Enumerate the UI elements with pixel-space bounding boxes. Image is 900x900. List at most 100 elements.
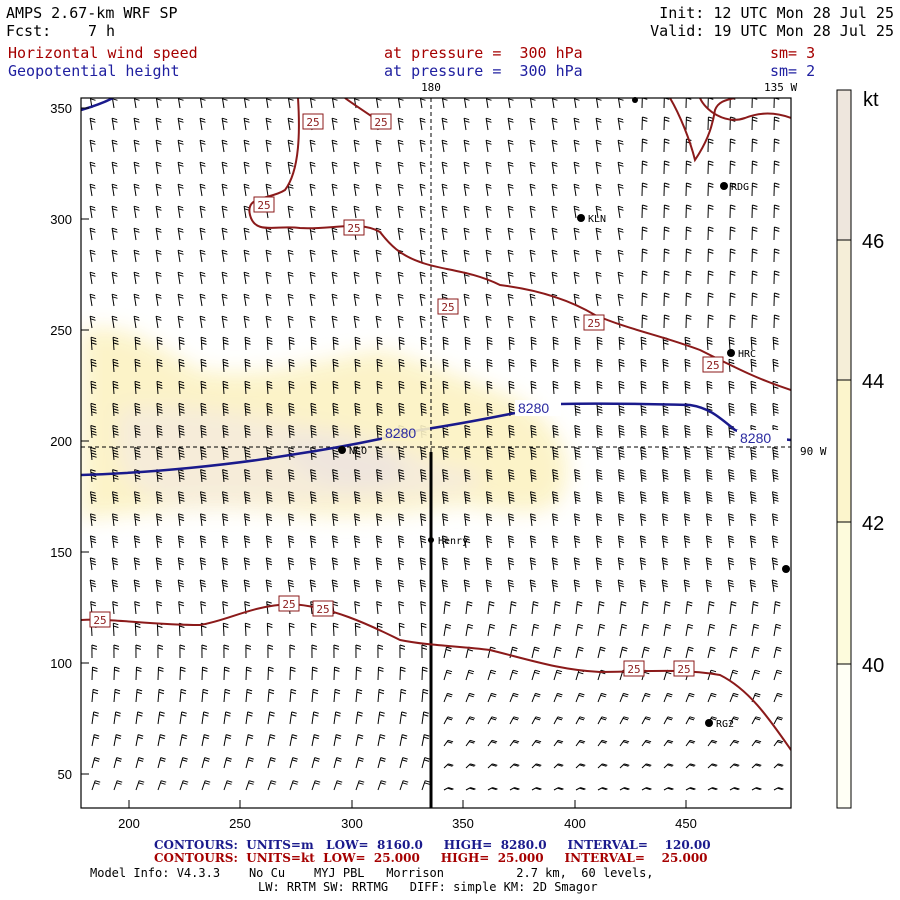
wind-barb-feather <box>441 139 448 143</box>
wind-barb-feather <box>485 315 492 319</box>
wind-barb <box>485 557 489 571</box>
wind-barb-feather <box>442 516 448 519</box>
wind-barb-feather <box>266 402 273 406</box>
wind-barb <box>596 469 599 483</box>
wind-barb-feather <box>244 120 250 123</box>
wind-barb-feather <box>729 496 735 500</box>
wind-barb-feather <box>597 383 603 387</box>
wind-barb-feather <box>421 474 427 478</box>
wind-barb-feather <box>376 208 382 211</box>
wind-barb-feather <box>443 496 449 500</box>
wind-barb-feather <box>776 669 783 673</box>
wind-barb <box>112 469 115 483</box>
wind-barb-feather <box>469 741 475 744</box>
wind-barb-feather <box>332 164 338 167</box>
wind-barb-feather <box>776 671 782 675</box>
wind-barb <box>200 337 203 351</box>
wind-barb-feather <box>90 518 97 522</box>
wind-barb-feather <box>266 98 272 101</box>
wind-barb-feather <box>178 579 184 582</box>
wind-barb-feather <box>288 518 295 522</box>
wind-barb-feather <box>420 562 427 566</box>
wind-barb-feather <box>751 408 757 411</box>
wind-barb-feather <box>398 535 404 538</box>
wind-barb <box>728 403 731 417</box>
wind-barb-feather <box>618 535 624 538</box>
wind-barb-feather <box>313 714 319 717</box>
wind-barb-feather <box>645 739 652 743</box>
wind-barb-feather <box>708 248 714 251</box>
wind-barb-feather <box>709 623 716 627</box>
wind-barb-feather <box>772 491 778 494</box>
wind-barb-feather <box>552 142 558 145</box>
wind-barb-feather <box>156 120 162 123</box>
wind-barb-feather <box>355 477 361 480</box>
wind-barb-feather <box>513 741 519 744</box>
wind-barb-feather <box>706 560 712 563</box>
wind-barb-feather <box>91 647 98 650</box>
wind-barb-feather <box>334 688 341 692</box>
wind-barb-feather <box>664 141 670 144</box>
wind-barb-feather <box>200 518 207 522</box>
wind-barb-feather <box>508 425 514 428</box>
wind-barb-feather <box>421 339 427 342</box>
wind-barb-feather <box>200 208 206 211</box>
wind-barb-feather <box>200 493 207 497</box>
wind-barb <box>353 557 357 571</box>
wind-barb-feather <box>200 491 206 494</box>
wind-barb-feather <box>708 141 714 144</box>
wind-barb <box>353 316 357 329</box>
wind-barb-feather <box>265 161 272 165</box>
wind-barb <box>288 469 291 483</box>
wind-barb <box>465 670 470 681</box>
wind-barb-feather <box>357 714 363 717</box>
wind-barb <box>398 403 401 417</box>
wind-barb <box>134 447 137 461</box>
wind-barb-feather <box>309 293 316 297</box>
wind-barb-feather <box>419 183 426 187</box>
wind-barb <box>245 667 247 681</box>
wind-barb <box>773 740 779 747</box>
y-tick-label: 350 <box>50 101 72 116</box>
wind-barb-feather <box>203 714 209 717</box>
wind-barb-feather <box>442 535 448 538</box>
wind-barb-feather <box>575 499 581 502</box>
wind-barb-feather <box>203 759 210 762</box>
wind-barb-feather <box>311 433 317 436</box>
wind-barb-feather <box>464 584 471 588</box>
wind-barb-feather <box>267 625 273 628</box>
wind-barb-feather <box>90 98 96 101</box>
wind-barb <box>530 447 533 461</box>
wind-barb-feather <box>355 383 361 387</box>
wind-barb-feather <box>112 516 118 519</box>
wind-barb-feather <box>332 208 338 211</box>
wind-barb-feather <box>181 714 187 717</box>
wind-barb-feather <box>289 411 295 414</box>
wind-barb-feather <box>486 425 492 428</box>
wind-barb <box>684 381 687 395</box>
wind-barb <box>244 491 247 505</box>
wind-barb <box>223 689 226 703</box>
wind-barb-feather <box>507 205 514 209</box>
wind-barb <box>177 184 181 197</box>
wind-barb-feather <box>332 98 338 101</box>
wind-barb-feather <box>222 164 228 167</box>
wind-barb <box>155 316 159 329</box>
wind-barb-feather <box>464 560 470 563</box>
wind-barb-feather <box>244 318 250 321</box>
wind-barb <box>531 740 537 747</box>
wind-barb-feather <box>420 540 427 544</box>
wind-barb <box>267 734 271 747</box>
wind-barb <box>419 557 423 571</box>
wind-barb-feather <box>135 383 141 387</box>
wind-barb-feather <box>536 787 542 790</box>
wind-barb-feather <box>597 342 603 345</box>
wind-barb-feather <box>376 402 383 406</box>
wind-barb-feather <box>777 741 783 744</box>
wind-barb-feather <box>420 296 426 299</box>
wind-barb-feather <box>707 386 713 389</box>
wind-barb-feather <box>619 452 625 455</box>
wind-barb-feather <box>201 477 207 480</box>
wind-barb <box>728 469 731 483</box>
x-tick-label: 200 <box>118 816 140 831</box>
